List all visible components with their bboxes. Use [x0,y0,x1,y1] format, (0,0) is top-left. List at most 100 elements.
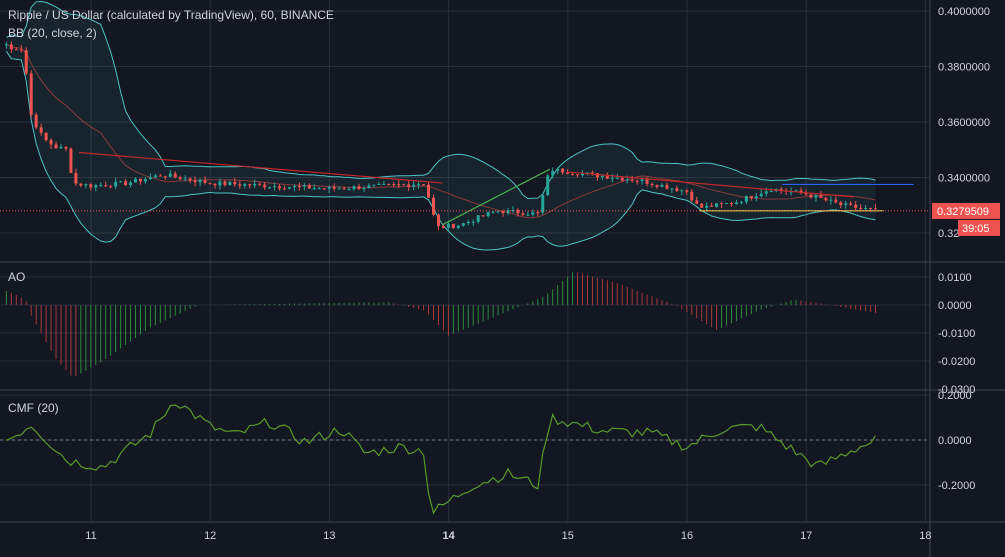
candle-body [273,186,277,188]
candle-body [208,182,212,184]
candle-body [695,200,699,204]
candle-body [869,207,873,209]
candle-body [605,176,609,179]
candle-body [715,203,719,207]
candle-body [556,168,560,171]
bb-lower-band [5,51,876,251]
candle-body [203,179,207,183]
candle-body [243,184,247,186]
candle-body [233,182,237,185]
candle-body [168,173,172,177]
candle-body [576,174,580,176]
candle-body [511,209,515,211]
countdown-label-bg [958,219,1000,236]
candle-body [19,49,23,51]
candle-body [625,179,629,181]
candle-body [720,203,724,205]
candle-body [854,204,858,208]
time-axis-tick: 14 [442,530,455,542]
candle-body [739,201,743,203]
candle-body [670,188,674,190]
candle-body [119,181,123,183]
candle-body [24,50,28,74]
candle-body [138,178,142,182]
candle-body [367,185,371,189]
candle-body [725,203,729,205]
candle-body [402,184,406,186]
candle-body [347,188,351,190]
awesome-oscillator-label[interactable]: AO [8,270,26,284]
candle-body [600,176,604,178]
candle-body [84,184,88,186]
candle-body [124,181,128,186]
candle-body [551,170,555,176]
candle-body [705,205,709,208]
candle-body [531,212,535,215]
candle-body [749,196,753,199]
candle-body [9,44,13,50]
candle-body [173,173,177,178]
candle-body [456,225,460,228]
candle-body [585,172,589,174]
time-axis-tick: 16 [681,530,693,542]
candle-body [283,188,286,190]
candle-body [193,180,197,183]
candle-body [317,188,321,190]
chart-title: Ripple / US Dollar (calculated by Tradin… [8,8,334,22]
candle-body [238,184,242,186]
candle-body [64,146,68,149]
candle-body [34,114,38,128]
candle-body [461,223,465,226]
candle-body [427,184,431,198]
trendline-green [442,168,551,226]
candle-body [874,208,878,210]
chaikin-money-flow-label[interactable]: CMF (20) [8,401,59,415]
candle-body [446,223,450,228]
candle-body [590,172,594,174]
candle-body [451,223,455,228]
candle-body [536,212,540,214]
candle-body [759,193,763,197]
trendline-red [79,151,443,184]
bollinger-bands-label[interactable]: BB (20, close, 2) [8,26,97,40]
candle-body [809,194,813,198]
candle-body [764,191,768,194]
candle-body [734,202,738,205]
candle-body [248,184,252,186]
candle-body [104,185,108,187]
candle-body [630,179,634,181]
candle-body [501,211,505,214]
candle-body [268,187,272,189]
candle-body [481,215,485,217]
price-axis-tick: 0.3800000 [938,62,990,74]
candle-body [218,181,222,186]
candle-body [422,184,426,186]
candle-body [610,178,614,180]
candle-body [352,186,356,189]
ao-axis-tick: -0.0100 [938,328,975,340]
candle-body [412,184,416,187]
candle-body [859,207,863,209]
ao-axis-tick: -0.0300 [938,384,975,396]
candle-body [824,197,828,201]
candle-body [59,146,63,149]
candle-body [620,177,624,181]
candle-body [44,132,48,141]
candle-body [650,183,654,185]
candle-body [372,184,376,186]
candle-body [129,182,133,186]
candle-body [143,179,147,182]
candle-body [516,209,520,214]
candle-body [496,211,500,213]
candle-body [769,191,773,193]
candle-body [307,185,311,189]
candle-body [640,179,644,182]
candle-body [114,181,118,187]
price-axis-tick: 0.32 [938,228,959,240]
candle-body [665,184,669,189]
trendline-red [567,171,854,198]
candle-body [74,172,78,184]
candle-body [521,213,525,215]
